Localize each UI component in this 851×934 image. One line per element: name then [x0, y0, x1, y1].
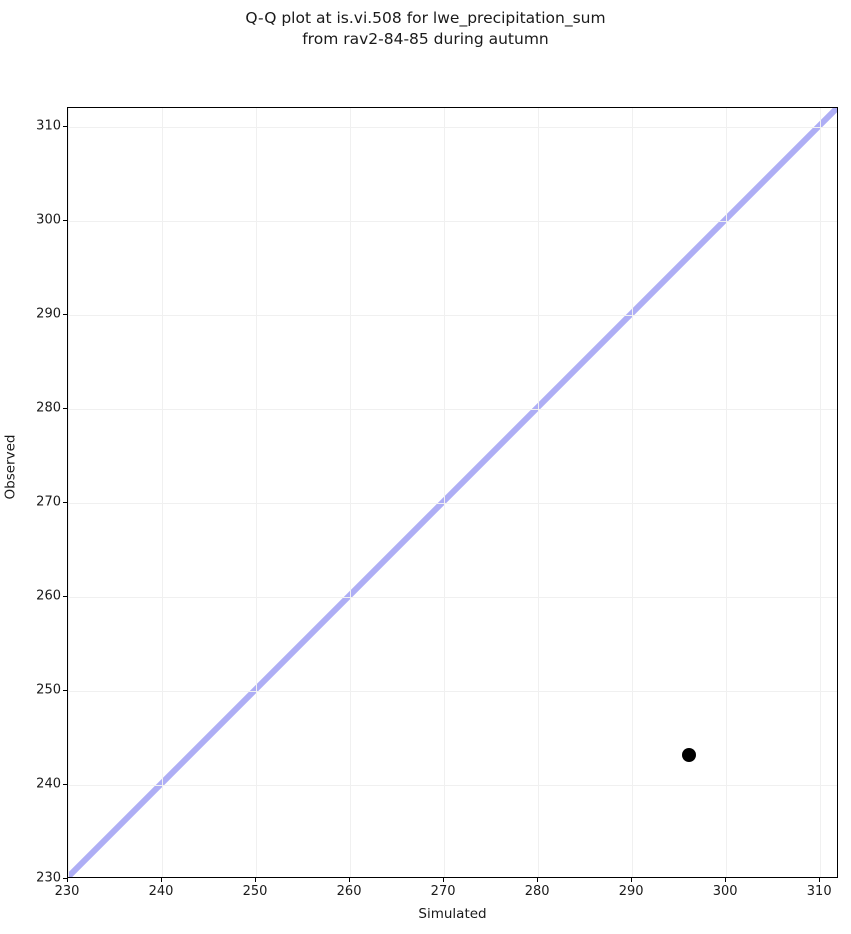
gridline-horizontal [68, 784, 837, 786]
gridline-vertical [350, 108, 352, 877]
x-axis-label: Simulated [418, 906, 487, 922]
y-axis-tick [63, 125, 67, 127]
y-axis-tick [63, 689, 67, 691]
y-axis-tick-label: 260 [36, 588, 61, 604]
gridline-vertical [444, 108, 446, 877]
gridline-horizontal [68, 408, 837, 410]
x-axis-tick-label: 270 [430, 884, 456, 899]
x-axis-tick-label: 250 [242, 884, 268, 899]
y-axis-tick-label: 270 [36, 494, 61, 510]
y-axis-tick [63, 878, 67, 879]
y-axis-tick-label: 230 [36, 870, 61, 886]
y-axis-tick [63, 501, 67, 503]
y-axis-tick [63, 219, 67, 221]
gridline-horizontal [68, 126, 837, 128]
gridline-horizontal [68, 596, 837, 598]
gridline-horizontal [68, 690, 837, 692]
y-axis-tick [63, 313, 67, 315]
y-axis-tick-label: 300 [36, 212, 61, 228]
gridline-horizontal [68, 314, 837, 316]
y-axis-tick-label: 250 [36, 682, 61, 698]
x-axis-tick-label: 300 [712, 884, 738, 899]
one-to-one-reference-line [68, 108, 837, 877]
x-axis-tick-label: 290 [618, 884, 644, 899]
data-point-marker [681, 747, 696, 762]
gridline-vertical [632, 108, 634, 877]
plot-area [67, 107, 838, 878]
x-axis-tick [443, 878, 445, 882]
y-axis-tick [63, 783, 67, 785]
y-axis-label-text: Observed [2, 434, 19, 500]
y-axis-tick-label: 310 [36, 118, 61, 134]
gridline-horizontal [68, 502, 837, 504]
gridline-vertical [820, 108, 822, 877]
y-axis-tick [63, 595, 67, 597]
x-axis-tick [631, 878, 633, 882]
x-axis-tick [161, 878, 163, 882]
gridline-vertical [68, 108, 69, 877]
x-axis-tick-label: 260 [336, 884, 362, 899]
y-axis-tick [63, 407, 67, 409]
x-axis-tick [349, 878, 351, 882]
x-axis-tick-label: 240 [148, 884, 174, 899]
x-axis-tick-label: 230 [54, 884, 80, 899]
y-axis-tick-label: 240 [36, 776, 61, 792]
gridline-vertical [256, 108, 258, 877]
x-axis-tick [67, 878, 68, 882]
gridline-vertical [726, 108, 728, 877]
gridline-vertical [162, 108, 164, 877]
gridline-vertical [538, 108, 540, 877]
x-axis-tick-label: 280 [524, 884, 550, 899]
x-axis-tick [819, 878, 821, 882]
x-axis-tick [537, 878, 539, 882]
y-axis-tick-label: 290 [36, 306, 61, 322]
y-axis-label: Observed [0, 0, 20, 934]
x-axis-tick-label: 310 [806, 884, 832, 899]
gridline-horizontal [68, 220, 837, 222]
x-axis-tick [255, 878, 257, 882]
y-axis-tick-label: 280 [36, 400, 61, 416]
chart-title: Q-Q plot at is.vi.508 for lwe_precipitat… [245, 9, 606, 48]
x-axis-tick [725, 878, 727, 882]
